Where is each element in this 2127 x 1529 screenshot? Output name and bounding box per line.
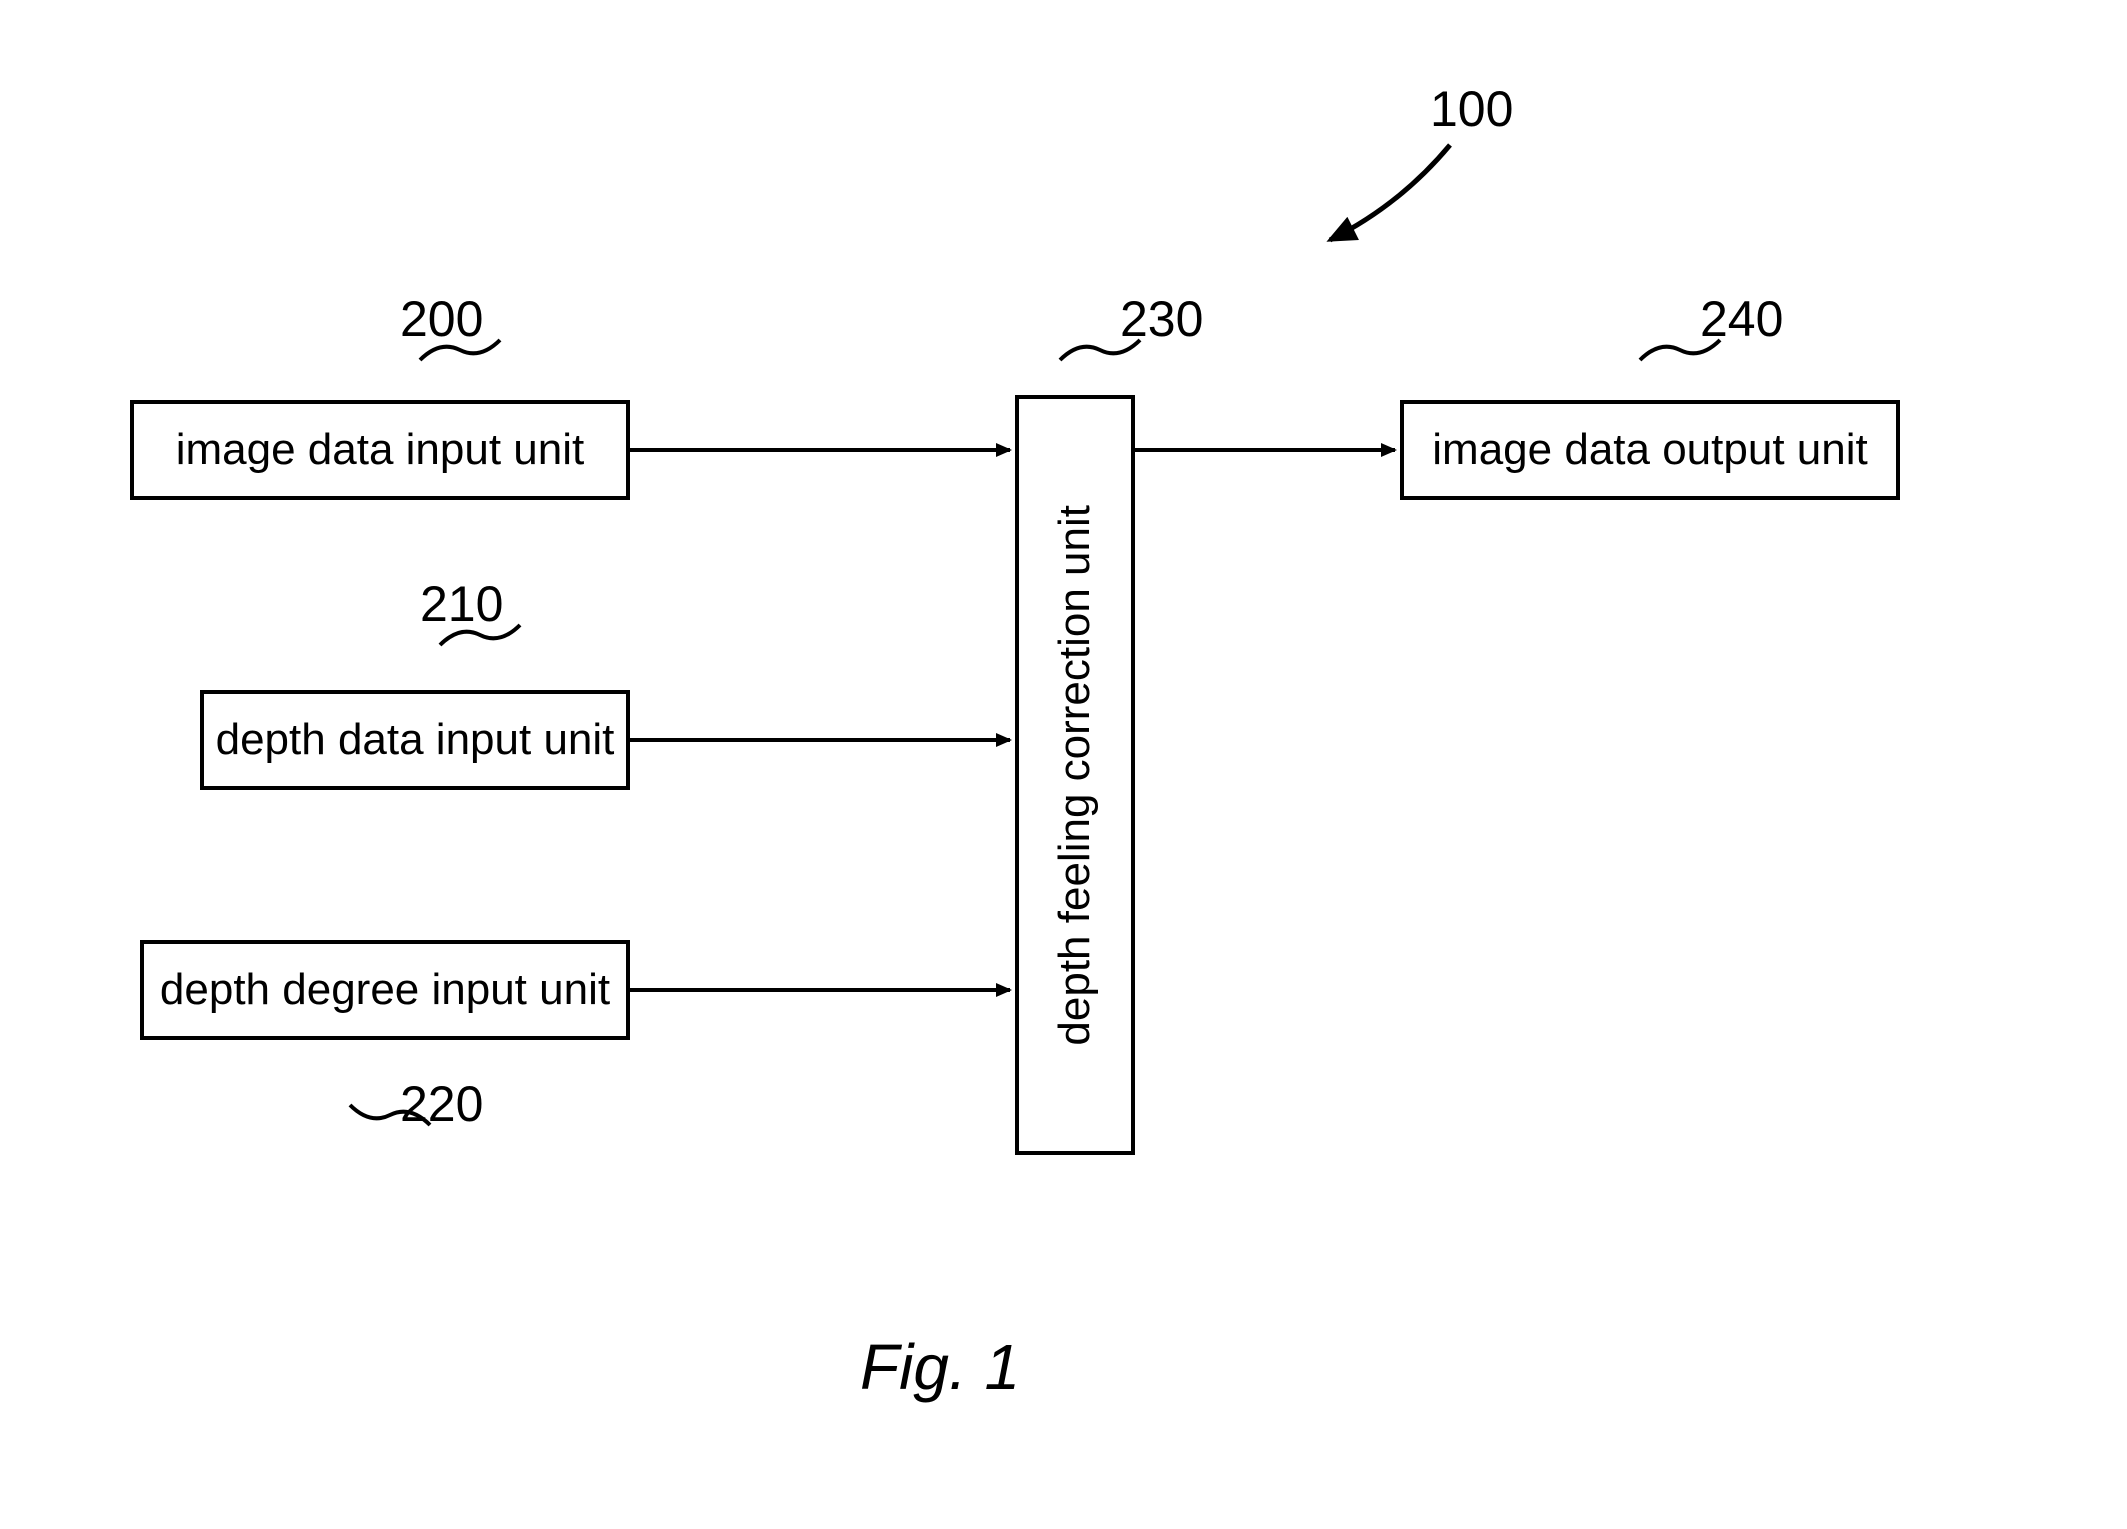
node-image-input: image data input unit xyxy=(130,400,630,500)
node-image-input-label: image data input unit xyxy=(176,425,585,475)
node-depth-input-label: depth data input unit xyxy=(216,715,615,765)
figure-caption: Fig. 1 xyxy=(860,1330,1020,1404)
ref-210: 210 xyxy=(420,575,503,633)
node-correction: depth feeling correction unit xyxy=(1015,395,1135,1155)
system-pointer-arrow xyxy=(1330,145,1450,240)
figure-canvas: image data input unit depth data input u… xyxy=(0,0,2127,1529)
ref-200: 200 xyxy=(400,290,483,348)
node-correction-label: depth feeling correction unit xyxy=(1050,505,1100,1046)
node-degree-input: depth degree input unit xyxy=(140,940,630,1040)
node-output-label: image data output unit xyxy=(1432,425,1867,475)
ref-100: 100 xyxy=(1430,80,1513,138)
ref-230: 230 xyxy=(1120,290,1203,348)
ref-220: 220 xyxy=(400,1075,483,1133)
node-output: image data output unit xyxy=(1400,400,1900,500)
node-depth-input: depth data input unit xyxy=(200,690,630,790)
ref-240: 240 xyxy=(1700,290,1783,348)
node-degree-input-label: depth degree input unit xyxy=(160,965,610,1015)
